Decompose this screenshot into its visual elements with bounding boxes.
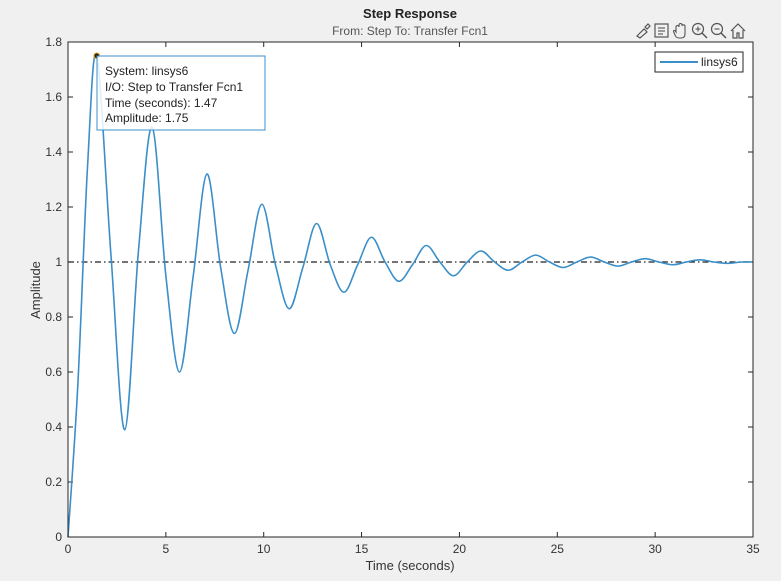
home-icon[interactable] — [730, 23, 746, 39]
x-tick-label: 0 — [65, 542, 72, 556]
legend-box — [654, 51, 744, 73]
x-tick-label: 10 — [257, 542, 271, 556]
y-tick-label: 0.2 — [45, 475, 62, 489]
data-tip-amplitude: Amplitude: 1.75 — [105, 111, 189, 125]
data-tip[interactable]: System: linsys6 I/O: Step to Transfer Fc… — [96, 55, 266, 131]
y-axis-label: Amplitude — [28, 261, 43, 319]
data-tip-time: Time (seconds): 1.47 — [105, 96, 218, 110]
y-tick-label: 1.6 — [45, 90, 62, 104]
axis-ticks: 0 5 10 15 20 25 30 35 0 0.2 0.4 0.6 0.8 1 1.2 1.4 1.6 1.8 — [45, 35, 760, 556]
y-tick-label: 0.6 — [45, 365, 62, 379]
x-tick-label: 15 — [355, 542, 369, 556]
data-tip-io: I/O: Step to Transfer Fcn1 — [105, 80, 243, 94]
legend-label-linsys6: linsys6 — [701, 55, 738, 69]
pan-icon[interactable] — [672, 22, 686, 39]
chart-subtitle: From: Step To: Transfer Fcn1 — [332, 24, 488, 38]
y-tick-label: 1.8 — [45, 35, 62, 49]
series-line-linsys6[interactable] — [67, 52, 754, 538]
x-tick-label: 25 — [551, 542, 565, 556]
y-tick-label: 0.8 — [45, 310, 62, 324]
x-tick-label: 30 — [648, 542, 662, 556]
data-tip-box — [96, 55, 266, 131]
x-tick-label: 5 — [163, 542, 170, 556]
x-tick-label: 20 — [453, 542, 467, 556]
axes-frame — [67, 41, 754, 538]
brush-icon[interactable] — [634, 22, 651, 39]
y-tick-label: 1.4 — [45, 145, 62, 159]
y-tick-label: 1 — [55, 255, 62, 269]
y-tick-label: 0.4 — [45, 420, 62, 434]
data-tip-system: System: linsys6 — [105, 64, 189, 78]
x-axis-label: Time (seconds) — [365, 558, 454, 573]
chart-title: Step Response — [363, 6, 457, 21]
legend[interactable]: linsys6 — [654, 51, 744, 73]
y-tick-label: 1.2 — [45, 200, 62, 214]
y-tick-label: 0 — [55, 530, 62, 544]
x-tick-label: 35 — [746, 542, 760, 556]
axes-toolbar — [634, 22, 746, 39]
zoom-out-icon[interactable] — [710, 22, 727, 39]
datatip-icon[interactable] — [654, 23, 669, 38]
zoom-in-icon[interactable] — [691, 22, 708, 39]
